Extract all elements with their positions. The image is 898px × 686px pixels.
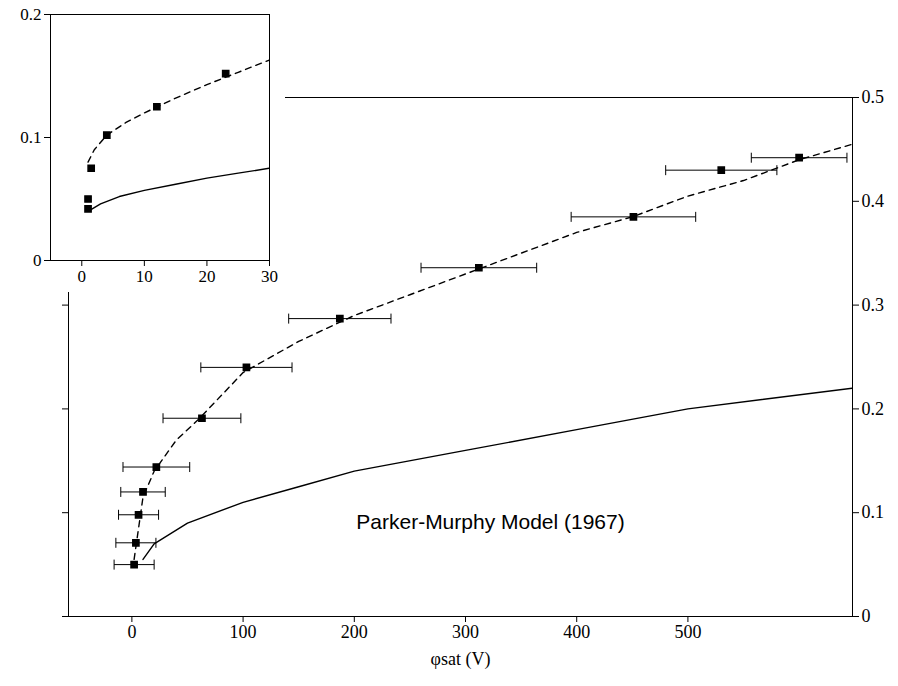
svg-text:100: 100 bbox=[230, 622, 257, 642]
svg-text:10: 10 bbox=[136, 267, 153, 286]
svg-text:0.2: 0.2 bbox=[862, 399, 885, 419]
svg-text:0: 0 bbox=[862, 606, 871, 626]
svg-text:30: 30 bbox=[261, 267, 278, 286]
svg-text:200: 200 bbox=[341, 622, 368, 642]
svg-text:20: 20 bbox=[198, 267, 215, 286]
svg-text:0: 0 bbox=[33, 251, 42, 270]
svg-text:500: 500 bbox=[674, 622, 701, 642]
svg-text:0.1: 0.1 bbox=[862, 502, 885, 522]
svg-text:0.5: 0.5 bbox=[862, 87, 885, 107]
svg-text:0.1: 0.1 bbox=[20, 128, 41, 147]
svg-text:0: 0 bbox=[127, 622, 136, 642]
svg-text:0: 0 bbox=[78, 267, 87, 286]
svg-text:300: 300 bbox=[452, 622, 479, 642]
svg-text:400: 400 bbox=[563, 622, 590, 642]
svg-text:φsat (V): φsat (V) bbox=[431, 649, 491, 670]
svg-text:0.4: 0.4 bbox=[862, 191, 885, 211]
svg-text:Parker-Murphy Model (1967): Parker-Murphy Model (1967) bbox=[356, 510, 624, 533]
svg-text:0.3: 0.3 bbox=[862, 295, 885, 315]
svg-text:0.2: 0.2 bbox=[20, 5, 41, 24]
